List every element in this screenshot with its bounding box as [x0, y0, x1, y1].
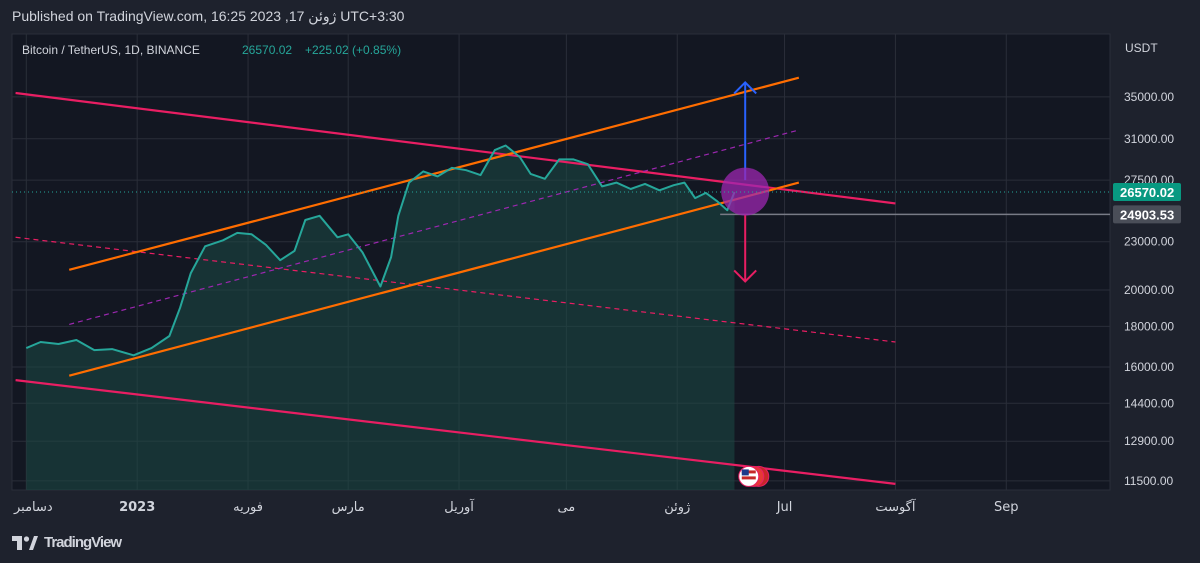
y-tick-label: 11500.00	[1124, 474, 1173, 488]
price-area-fill	[26, 145, 735, 490]
y-tick-label: 35000.00	[1124, 90, 1174, 104]
line-rising-lower[interactable]	[68, 181, 800, 377]
y-tick-label: 31000.00	[1124, 132, 1174, 146]
published-header: Published on TradingView.com, 16:25 2023…	[12, 8, 405, 24]
price-axis-unit: USDT	[1125, 41, 1158, 55]
y-tick-label: 18000.00	[1124, 319, 1174, 333]
x-tick-label: می	[557, 500, 575, 515]
svg-text:24903.53: 24903.53	[1120, 207, 1174, 222]
annotations[interactable]	[721, 81, 770, 487]
legend-symbol: Bitcoin / TetherUS, 1D, BINANCE	[22, 43, 200, 57]
x-tick-label: 2023	[119, 500, 155, 515]
symbol-legend[interactable]: Bitcoin / TetherUS, 1D, BINANCE 26570.02…	[22, 43, 401, 57]
svg-text:26570.02: 26570.02	[1120, 185, 1174, 200]
tradingview-logo-icon	[12, 535, 38, 550]
legend-change: +225.02 (+0.85%)	[305, 43, 401, 57]
x-tick-label: آگوست	[875, 498, 917, 515]
price-axis[interactable]: 35000.0031000.0027500.0023000.0020000.00…	[1113, 90, 1181, 488]
y-tick-label: 16000.00	[1124, 360, 1174, 374]
y-tick-label: 12900.00	[1124, 434, 1174, 448]
x-tick-label: Jul	[776, 500, 793, 515]
y-tick-label: 14400.00	[1124, 396, 1174, 410]
line-channel-mid[interactable]	[15, 236, 896, 343]
down-arrow[interactable]	[733, 214, 757, 283]
x-tick-label: Sep	[994, 500, 1019, 515]
breakout-circle[interactable]	[721, 167, 770, 216]
up-arrow[interactable]	[733, 81, 757, 181]
x-tick-label: آوریل	[444, 498, 475, 515]
last-price-badge: 26570.02	[1113, 182, 1181, 201]
x-tick-label: ژوئن	[664, 500, 690, 515]
brand-name: TradingView	[44, 534, 122, 551]
x-tick-label: دسامبر	[13, 500, 53, 515]
support-price-badge: 24903.53	[1113, 205, 1181, 224]
price-series-line	[25, 144, 736, 357]
x-tick-label: مارس	[332, 500, 365, 515]
x-tick-label: فوریه	[233, 500, 263, 515]
time-axis[interactable]: دسامبر 2023 فوریه مارس آوریل می ژوئن Jul آگوست Se…	[13, 498, 1019, 515]
legend-price: 26570.02	[242, 43, 292, 57]
us-flag-event-icon[interactable]	[738, 465, 770, 487]
y-tick-label: 23000.00	[1124, 235, 1174, 249]
footer-brand[interactable]: TradingView	[12, 534, 122, 551]
y-tick-label: 20000.00	[1124, 283, 1174, 297]
line-rising-upper[interactable]	[68, 76, 800, 271]
